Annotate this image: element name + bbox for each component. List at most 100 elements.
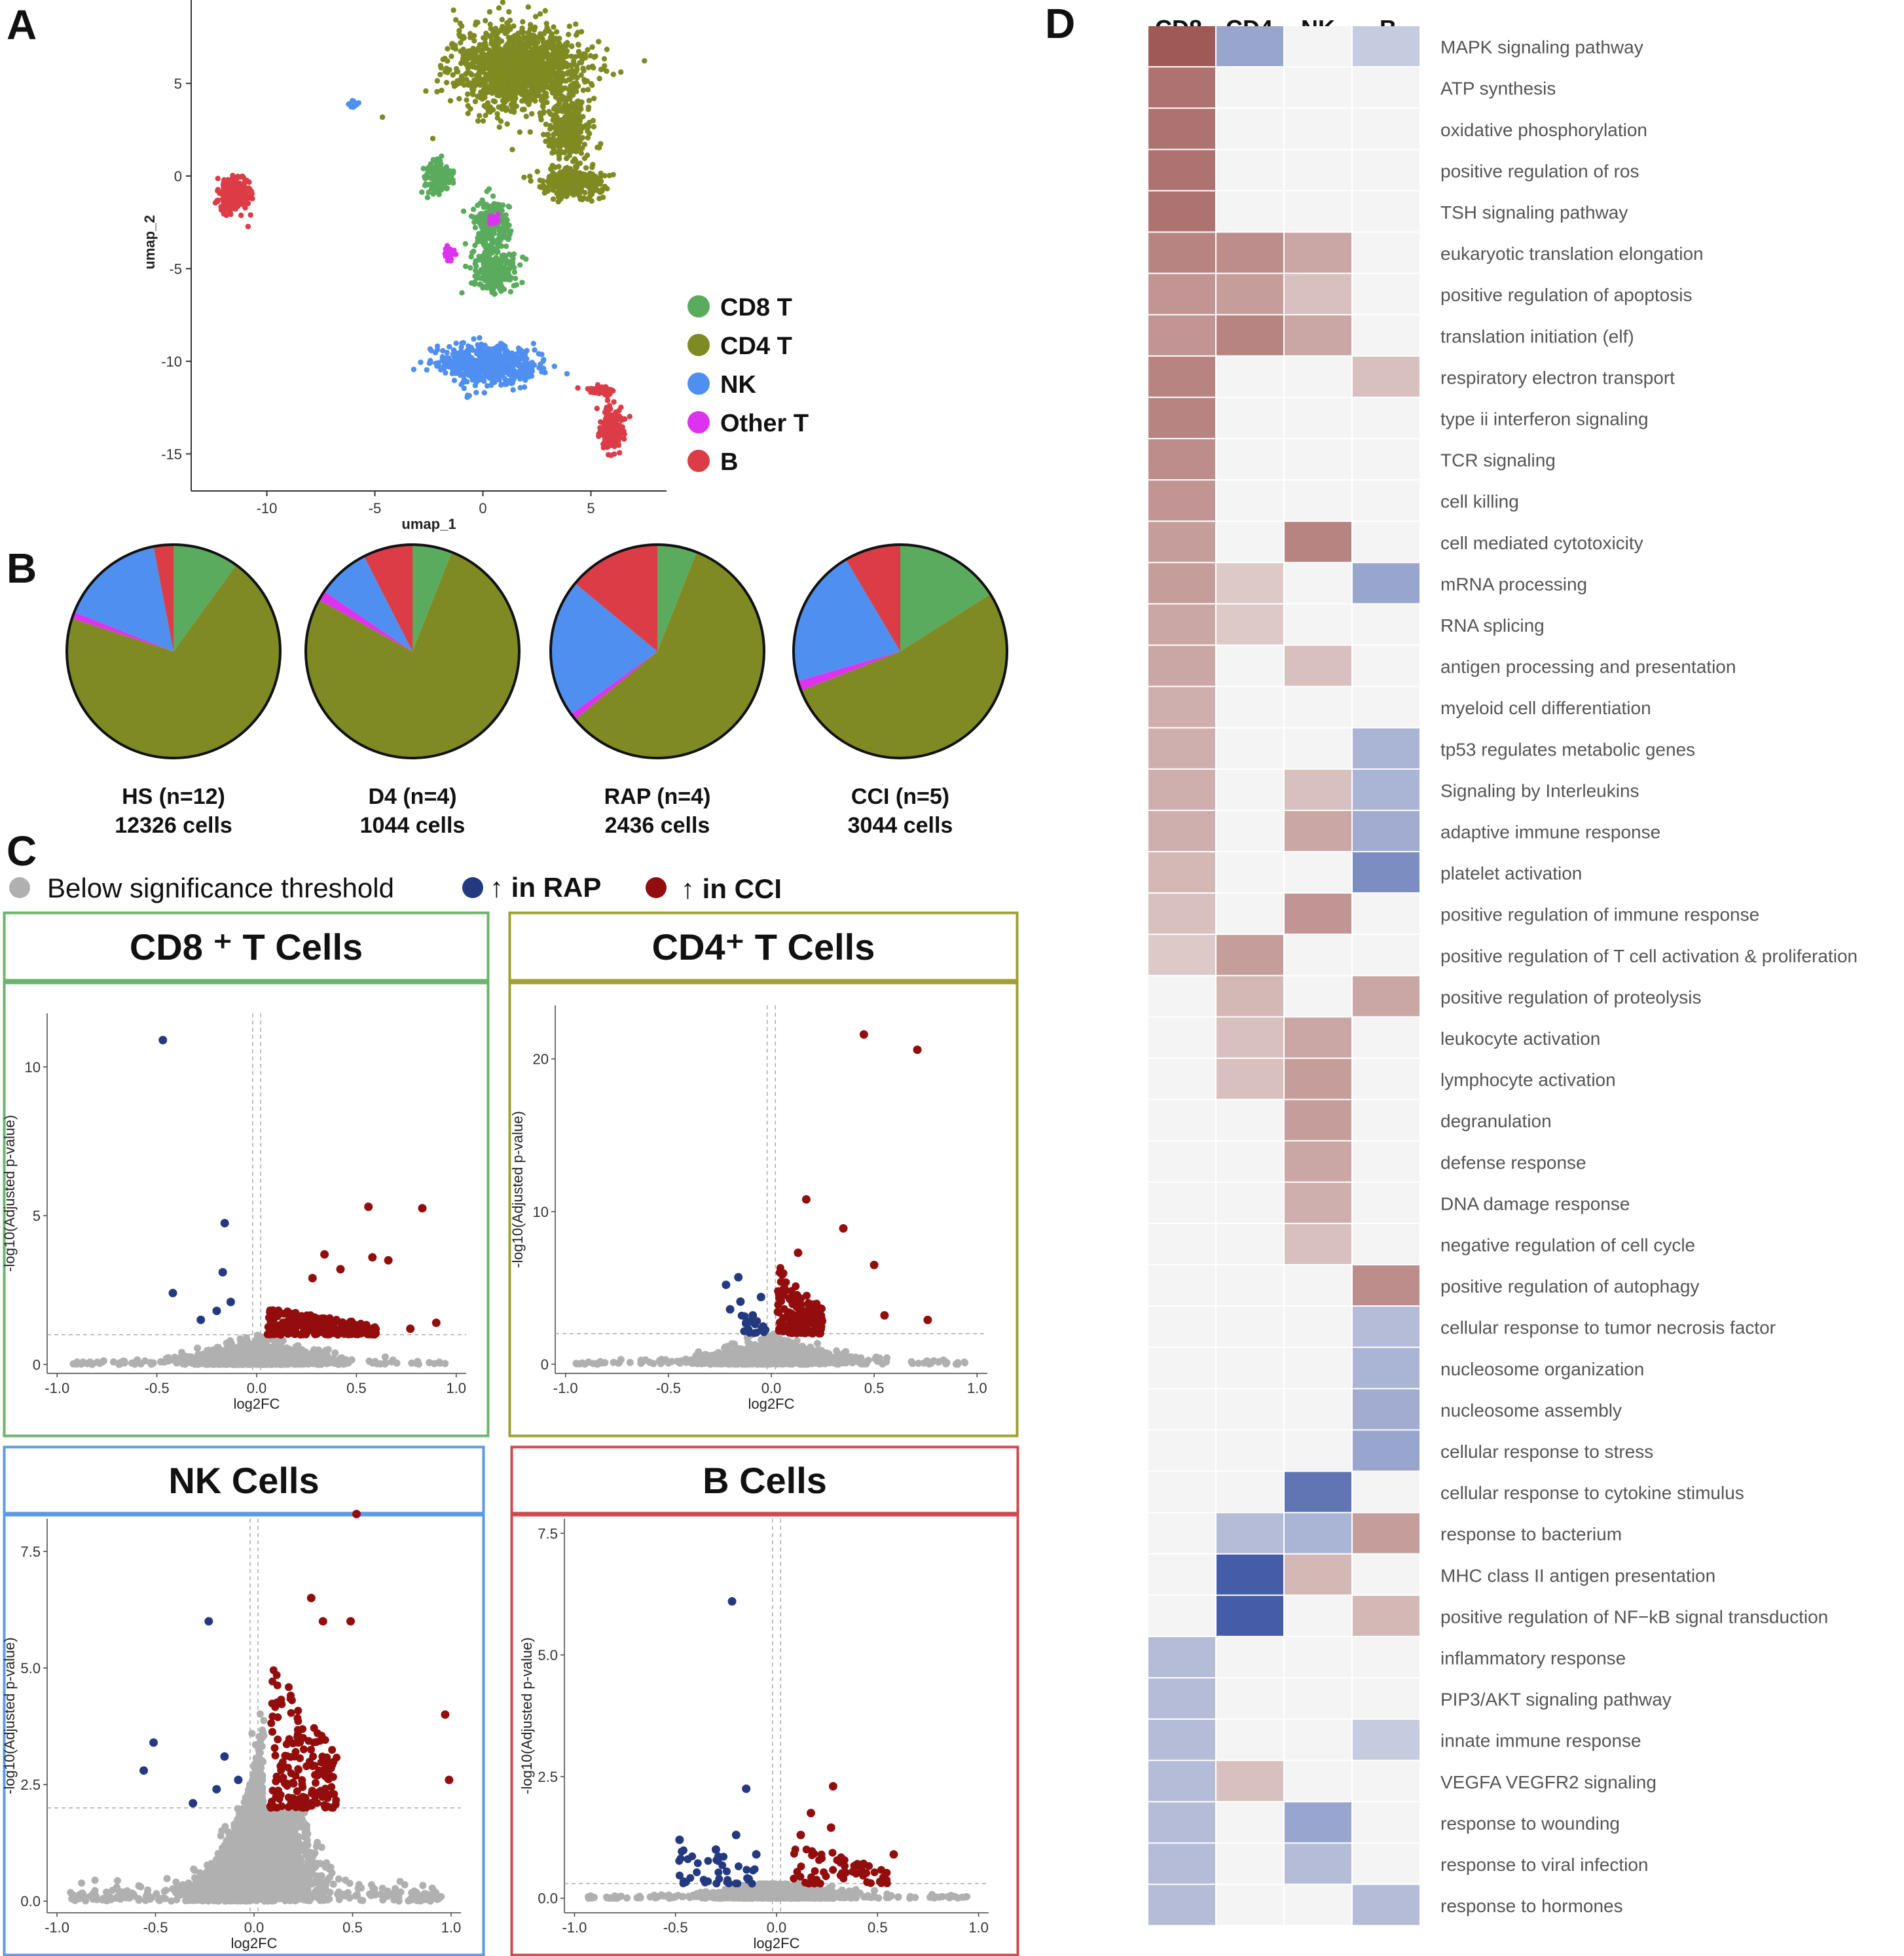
umap-point-10 bbox=[228, 211, 234, 217]
umap-point-6 bbox=[473, 389, 479, 395]
umap-point-0 bbox=[496, 92, 502, 99]
umap-point-6 bbox=[466, 349, 471, 355]
volcano-cd8-point-ns bbox=[381, 1353, 389, 1361]
umap-point-11 bbox=[618, 416, 624, 422]
umap-point-0 bbox=[445, 46, 450, 52]
umap-point-0 bbox=[467, 106, 473, 112]
umap-point-6 bbox=[489, 360, 496, 366]
umap-point-5 bbox=[480, 270, 486, 276]
umap-point-0 bbox=[601, 56, 608, 62]
umap-point-0 bbox=[494, 111, 500, 117]
umap-point-0 bbox=[515, 31, 521, 37]
umap-point-1 bbox=[569, 119, 576, 125]
umap-y-tick-label: 0 bbox=[174, 168, 182, 185]
umap-point-0 bbox=[525, 75, 532, 81]
umap-point-0 bbox=[472, 82, 478, 89]
umap-legend-dot bbox=[687, 411, 710, 433]
umap-point-1 bbox=[570, 92, 576, 98]
umap-point-0 bbox=[540, 110, 547, 116]
umap-point-5 bbox=[494, 271, 500, 277]
umap-point-4 bbox=[503, 244, 509, 249]
umap-point-6 bbox=[428, 348, 434, 353]
umap-point-2 bbox=[555, 180, 561, 187]
umap-point-0 bbox=[542, 8, 548, 14]
umap-point-0 bbox=[475, 65, 481, 71]
umap-point-1 bbox=[566, 139, 572, 145]
umap-point-0 bbox=[506, 87, 512, 93]
umap-legend-dot bbox=[687, 450, 710, 472]
umap-point-5 bbox=[468, 254, 474, 260]
umap-point-6 bbox=[509, 369, 515, 374]
volcano-cd8-point-ns bbox=[128, 1359, 136, 1367]
umap-point-11 bbox=[606, 403, 613, 408]
umap-point-5 bbox=[459, 290, 465, 296]
umap-point-10 bbox=[238, 212, 244, 219]
umap-point-0 bbox=[593, 53, 598, 60]
umap-point-0 bbox=[473, 53, 479, 60]
umap-point-4 bbox=[490, 193, 496, 199]
umap-point-0 bbox=[484, 57, 490, 63]
umap-point-0 bbox=[506, 95, 513, 101]
umap-point-0 bbox=[439, 87, 445, 94]
umap-point-0 bbox=[503, 60, 509, 66]
umap-point-6 bbox=[551, 363, 557, 369]
umap-point-0 bbox=[503, 53, 509, 59]
umap-legend-label: CD4 T bbox=[720, 333, 792, 360]
umap-point-0 bbox=[596, 75, 602, 82]
umap-point-0 bbox=[505, 35, 512, 41]
umap-point-4 bbox=[470, 206, 477, 212]
umap-point-6 bbox=[490, 348, 496, 353]
umap-point-1 bbox=[576, 139, 582, 146]
umap-legend-label: B bbox=[720, 448, 738, 476]
umap-point-0 bbox=[500, 0, 506, 5]
umap-point-6 bbox=[530, 340, 536, 346]
umap-point-0 bbox=[566, 31, 572, 37]
umap-point-0 bbox=[486, 9, 493, 15]
umap-point-0 bbox=[548, 37, 554, 43]
umap-point-0 bbox=[496, 5, 502, 11]
umap-point-11 bbox=[611, 399, 617, 405]
umap-point-0 bbox=[546, 73, 552, 80]
umap-point-10 bbox=[243, 179, 249, 185]
umap-point-0 bbox=[524, 60, 530, 66]
pie-title: RAP (n=4) bbox=[604, 784, 711, 809]
umap-point-0 bbox=[604, 46, 610, 52]
umap-point-0 bbox=[511, 23, 517, 29]
umap-point-6 bbox=[536, 365, 542, 371]
umap-point-6 bbox=[564, 371, 570, 377]
umap-point-0 bbox=[473, 19, 479, 26]
umap-point-11 bbox=[616, 408, 622, 414]
umap-point-2 bbox=[564, 164, 570, 171]
umap-point-6 bbox=[542, 370, 548, 376]
significance-legend: Below significance threshold ↑ in RAP ↑ … bbox=[9, 872, 782, 904]
umap-point-7 bbox=[354, 101, 360, 107]
umap-point-1 bbox=[576, 105, 581, 111]
umap-point-0 bbox=[509, 45, 515, 52]
umap-point-0 bbox=[517, 129, 523, 135]
umap-point-1 bbox=[585, 124, 592, 130]
umap-point-11 bbox=[598, 419, 604, 425]
umap-point-5 bbox=[481, 259, 486, 265]
umap-point-0 bbox=[476, 70, 482, 76]
umap-point-0 bbox=[465, 91, 471, 97]
umap-point-6 bbox=[510, 363, 516, 369]
umap-point-0 bbox=[458, 40, 464, 46]
umap-point-0 bbox=[525, 4, 531, 10]
umap-point-6 bbox=[524, 348, 530, 353]
umap-point-11 bbox=[612, 437, 619, 443]
umap-point-2 bbox=[560, 173, 566, 179]
umap-point-0 bbox=[596, 39, 602, 45]
umap-point-4 bbox=[479, 211, 485, 217]
umap-point-10 bbox=[212, 200, 219, 206]
umap-point-3 bbox=[428, 175, 434, 181]
umap-point-6 bbox=[519, 354, 525, 360]
umap-point-6 bbox=[482, 342, 488, 348]
umap-point-1 bbox=[562, 114, 568, 120]
umap-point-2 bbox=[556, 164, 562, 170]
legend-cci-label: ↑ in CCI bbox=[681, 873, 782, 904]
umap-point-11 bbox=[594, 405, 600, 412]
umap-point-0 bbox=[476, 77, 482, 82]
umap-point-0 bbox=[477, 113, 483, 118]
umap-point-0 bbox=[487, 22, 493, 27]
